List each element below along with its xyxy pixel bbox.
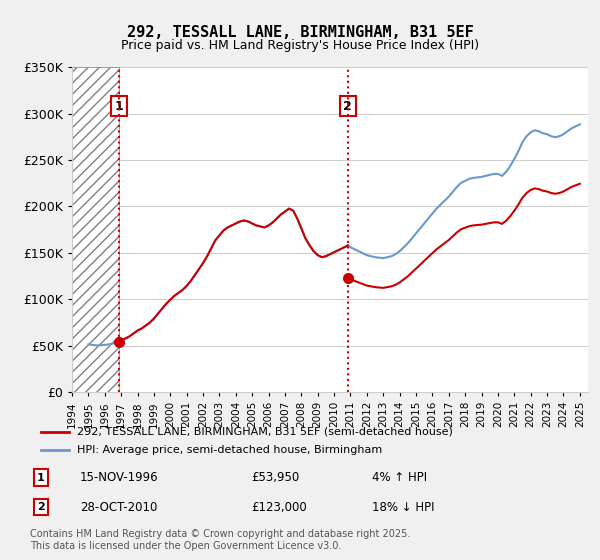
Text: 2: 2: [343, 100, 352, 113]
Bar: [72, 67, 119, 392]
Text: 292, TESSALL LANE, BIRMINGHAM, B31 5EF (semi-detached house): 292, TESSALL LANE, BIRMINGHAM, B31 5EF (…: [77, 427, 453, 437]
Text: HPI: Average price, semi-detached house, Birmingham: HPI: Average price, semi-detached house,…: [77, 445, 382, 455]
Text: Price paid vs. HM Land Registry's House Price Index (HPI): Price paid vs. HM Land Registry's House …: [121, 39, 479, 52]
Text: 15-NOV-1996: 15-NOV-1996: [80, 471, 158, 484]
Text: 1: 1: [37, 473, 45, 483]
Text: £123,000: £123,000: [251, 501, 307, 514]
Text: 292, TESSALL LANE, BIRMINGHAM, B31 5EF: 292, TESSALL LANE, BIRMINGHAM, B31 5EF: [127, 25, 473, 40]
Text: £53,950: £53,950: [251, 471, 299, 484]
Text: Contains HM Land Registry data © Crown copyright and database right 2025.
This d: Contains HM Land Registry data © Crown c…: [30, 529, 410, 551]
Text: 4% ↑ HPI: 4% ↑ HPI: [372, 471, 427, 484]
Text: 1: 1: [115, 100, 124, 113]
Text: 18% ↓ HPI: 18% ↓ HPI: [372, 501, 435, 514]
Text: 28-OCT-2010: 28-OCT-2010: [80, 501, 157, 514]
Text: 2: 2: [37, 502, 45, 512]
